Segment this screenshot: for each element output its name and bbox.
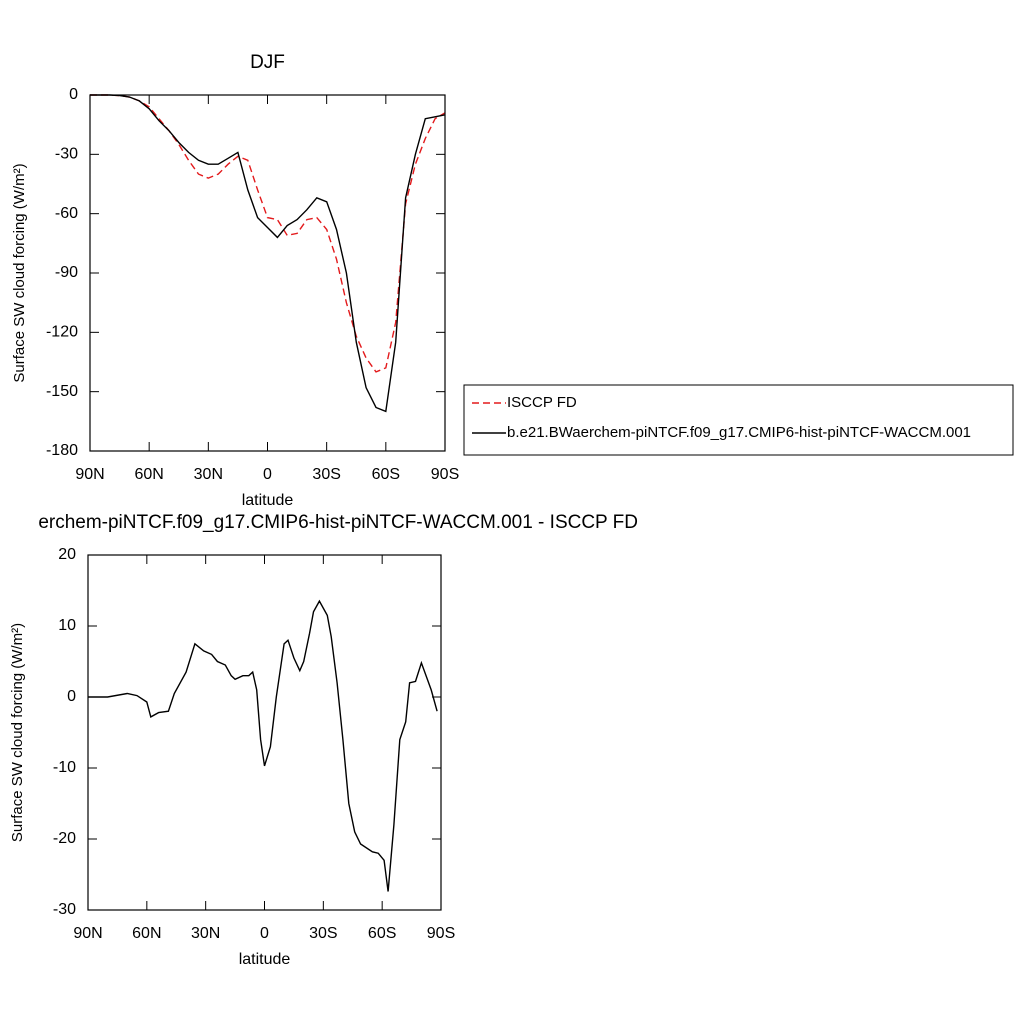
x-tick-label: 60N xyxy=(132,925,161,942)
data-line xyxy=(88,599,438,892)
plot-frame xyxy=(89,94,446,452)
y-tick-label: -20 xyxy=(53,830,76,847)
x-tick-label: 90S xyxy=(427,925,455,942)
y-tick-label: 0 xyxy=(69,86,78,103)
plot-frame xyxy=(87,554,442,911)
y-tick-label: 20 xyxy=(58,546,76,563)
y-tick-label: 10 xyxy=(58,617,76,634)
x-tick-label: 30N xyxy=(194,466,223,483)
x-tick-label: 60S xyxy=(368,925,396,942)
y-axis-label: Surface SW cloud forcing (W/m²) xyxy=(11,163,28,382)
y-tick-label: -30 xyxy=(53,901,76,918)
x-tick-label: 60S xyxy=(372,466,400,483)
x-tick-label: 30S xyxy=(312,466,340,483)
data-line xyxy=(90,94,446,373)
x-tick-label: 60N xyxy=(134,466,163,483)
x-axis-label: latitude xyxy=(242,492,294,509)
y-tick-label: -60 xyxy=(55,205,78,222)
x-tick-label: 30N xyxy=(191,925,220,942)
y-tick-label: -10 xyxy=(53,759,76,776)
x-tick-label: 90S xyxy=(431,466,459,483)
y-axis-label: Surface SW cloud forcing (W/m²) xyxy=(9,623,26,842)
y-tick-label: 0 xyxy=(67,688,76,705)
legend-box xyxy=(463,384,1014,456)
y-tick-label: -30 xyxy=(55,146,78,163)
legend-label: b.e21.BWaerchem-piNTCF.f09_g17.CMIP6-his… xyxy=(507,424,971,441)
y-tick-label: -150 xyxy=(46,383,78,400)
y-tick-label: -90 xyxy=(55,264,78,281)
x-axis-label: latitude xyxy=(239,951,291,968)
x-tick-label: 0 xyxy=(260,925,269,942)
y-tick-label: -120 xyxy=(46,324,78,341)
data-line xyxy=(90,94,446,413)
chart-title: DJF xyxy=(250,52,285,73)
x-tick-label: 90N xyxy=(73,925,102,942)
legend-label: ISCCP FD xyxy=(507,394,577,411)
chart-title: erchem-piNTCF.f09_g17.CMIP6-hist-piNTCF-… xyxy=(38,512,638,533)
x-tick-label: 30S xyxy=(309,925,337,942)
y-tick-label: -180 xyxy=(46,442,78,459)
x-tick-label: 0 xyxy=(263,466,272,483)
x-tick-label: 90N xyxy=(75,466,104,483)
